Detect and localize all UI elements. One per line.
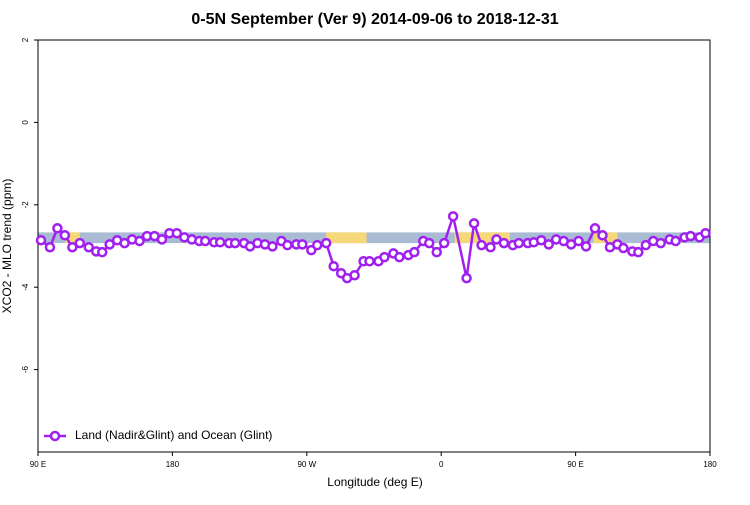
- point: [394, 251, 405, 263]
- point: [597, 230, 608, 241]
- point: [282, 239, 293, 251]
- x-tick-label: 0: [439, 460, 444, 469]
- point: [700, 227, 711, 239]
- point: [573, 235, 584, 247]
- point: [640, 239, 652, 251]
- point: [438, 237, 450, 249]
- legend-marker: [49, 430, 61, 442]
- point: [52, 223, 63, 234]
- point: [134, 235, 145, 247]
- point: [328, 260, 339, 272]
- point: [297, 239, 308, 250]
- point: [67, 241, 78, 253]
- legend-label: Land (Nadir&Glint) and Ocean (Glint): [75, 428, 272, 442]
- point: [349, 270, 360, 281]
- point: [312, 239, 323, 251]
- point: [513, 237, 525, 249]
- x-tick-label: 90 E: [567, 460, 583, 469]
- chart-title: 0-5N September (Ver 9) 2014-09-06 to 201…: [191, 11, 558, 28]
- x-tick-label: 90 W: [297, 460, 316, 469]
- point: [200, 235, 211, 247]
- ocean-band: [38, 232, 710, 244]
- point: [476, 239, 487, 251]
- point: [59, 230, 71, 241]
- point: [156, 234, 168, 245]
- x-axis-label: Longitude (deg E): [327, 475, 422, 489]
- point: [589, 223, 601, 234]
- point: [633, 246, 644, 258]
- point: [580, 241, 592, 252]
- x-tick-label: 180: [703, 460, 717, 469]
- point: [431, 246, 442, 258]
- land-segment: [454, 232, 510, 244]
- plot-frame: [37, 39, 711, 453]
- y-tick-label: -2: [21, 201, 30, 209]
- point: [670, 235, 681, 247]
- point: [171, 227, 183, 239]
- point: [83, 241, 95, 253]
- point: [498, 237, 510, 249]
- land-segment: [326, 232, 367, 244]
- x-tick-label: 180: [166, 460, 180, 469]
- y-tick-label: 0: [21, 120, 30, 125]
- y-tick-label: 2: [21, 37, 30, 42]
- y-tick-label: -4: [21, 283, 30, 291]
- point: [485, 241, 496, 253]
- point: [104, 239, 115, 250]
- y-axis-label: XCO2 - MLO trend (ppm): [0, 179, 14, 314]
- point: [379, 251, 390, 263]
- point: [96, 246, 108, 258]
- point: [685, 230, 696, 242]
- point: [409, 246, 420, 258]
- point: [655, 237, 666, 249]
- point: [364, 255, 375, 267]
- point: [461, 272, 472, 284]
- y-tick-label: -6: [21, 365, 30, 373]
- point: [74, 237, 86, 249]
- point: [618, 242, 629, 254]
- point: [468, 218, 480, 229]
- point: [320, 237, 332, 249]
- point: [35, 234, 47, 246]
- point: [543, 239, 554, 250]
- point: [536, 234, 547, 246]
- point: [447, 211, 459, 222]
- point: [424, 237, 435, 249]
- point: [214, 237, 226, 248]
- point: [44, 241, 56, 253]
- point: [267, 241, 278, 252]
- land-segment: [64, 232, 80, 244]
- x-tick-label: 90 E: [30, 460, 46, 469]
- point: [229, 237, 241, 249]
